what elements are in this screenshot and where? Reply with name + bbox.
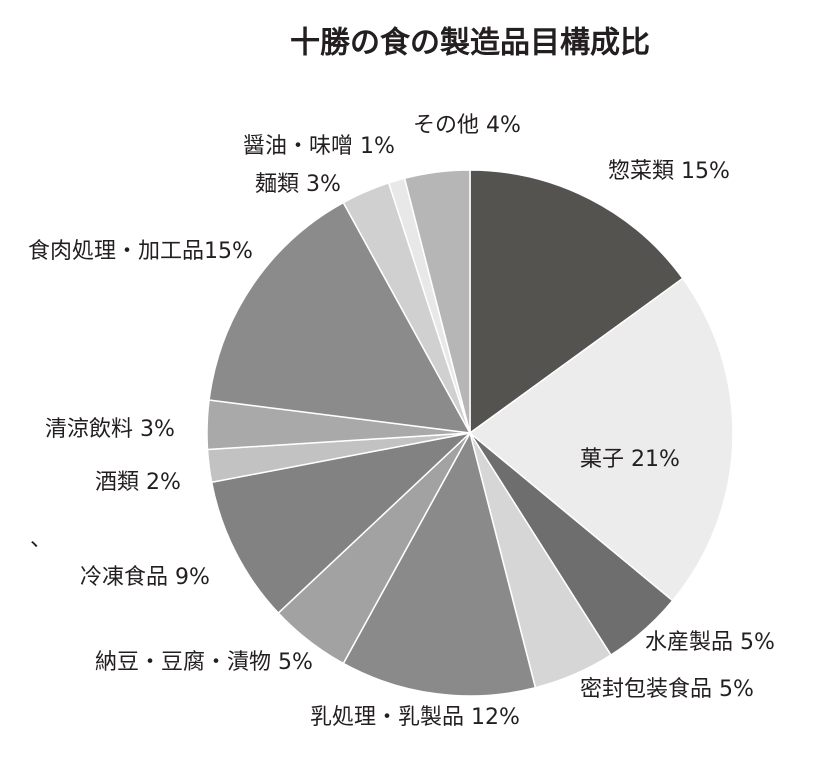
category-label: 食肉処理・加工品 <box>28 239 204 264</box>
category-label: 酒類 <box>95 470 139 495</box>
pie-slice <box>468 277 734 602</box>
slice-label: 納豆・豆腐・漬物 5% <box>95 650 313 675</box>
value-label: 21% <box>631 447 680 472</box>
value-label: 3% <box>140 417 175 442</box>
category-label: 納豆・豆腐・漬物 <box>95 650 271 675</box>
slice-label: 食肉処理・加工品15% <box>28 239 253 264</box>
value-label: 5% <box>740 630 775 655</box>
value-label: 5% <box>278 650 313 675</box>
pie-slice <box>342 430 537 697</box>
category-label: 清涼飲料 <box>45 417 133 442</box>
slice-label: 醤油・味噌 1% <box>243 134 395 159</box>
category-label: 惣菜類 <box>608 159 674 184</box>
category-label: 密封包装食品 <box>580 677 712 702</box>
value-label: 15% <box>204 239 253 264</box>
slice-label: 乳処理・乳製品 12% <box>310 705 520 730</box>
category-label: 水産製品 <box>645 630 733 655</box>
slice-label: 麺類 3% <box>255 172 341 197</box>
category-label: 菓子 <box>580 447 624 472</box>
category-label: 乳処理・乳製品 <box>310 705 464 730</box>
chart-title: 十勝の食の製造品目構成比 <box>290 26 650 61</box>
value-label: 9% <box>175 565 210 590</box>
value-label: 1% <box>360 134 395 159</box>
value-label: 12% <box>471 705 520 730</box>
slice-label: 水産製品 5% <box>645 630 775 655</box>
category-label: 麺類 <box>255 172 299 197</box>
value-label: 3% <box>306 172 341 197</box>
slice-label: その他 4% <box>413 113 521 138</box>
pie-slice <box>469 169 684 435</box>
pie-slice <box>208 201 472 434</box>
slice-label: 冷凍食品 9% <box>80 565 210 590</box>
slice-label: 惣菜類 15% <box>608 159 730 184</box>
annotation: 、 <box>30 527 52 552</box>
category-label: 冷凍食品 <box>80 565 168 590</box>
value-label: 15% <box>681 159 730 184</box>
value-label: 4% <box>486 113 521 138</box>
slice-label: 菓子 21% <box>580 447 680 472</box>
category-label: 醤油・味噌 <box>243 134 353 159</box>
pie-slice <box>210 431 473 615</box>
pie-slice <box>403 169 471 434</box>
slice-label: 密封包装食品 5% <box>580 677 754 702</box>
slice-label: 清涼飲料 3% <box>45 417 175 442</box>
slice-label: 酒類 2% <box>95 470 181 495</box>
value-label: 5% <box>719 677 754 702</box>
value-label: 2% <box>146 470 181 495</box>
category-label: その他 <box>413 113 479 138</box>
